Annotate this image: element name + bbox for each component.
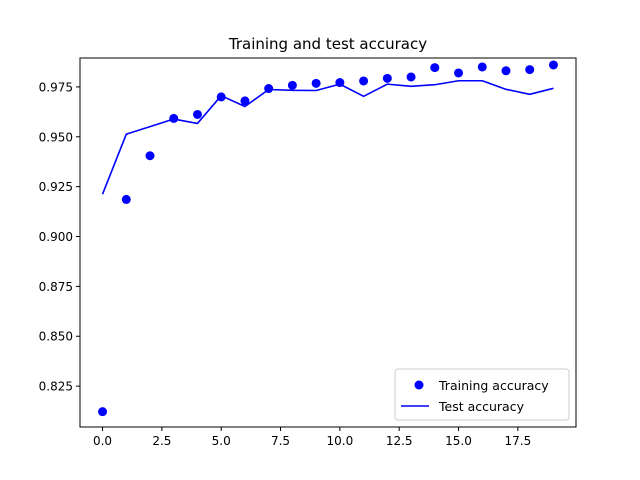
training-accuracy-point bbox=[311, 78, 321, 88]
training-accuracy-point bbox=[98, 407, 108, 417]
training-accuracy-point bbox=[525, 65, 535, 75]
x-tick-label: 10.0 bbox=[327, 434, 354, 448]
x-tick-label: 5.0 bbox=[212, 434, 231, 448]
y-tick-label: 0.825 bbox=[39, 380, 73, 394]
training-accuracy-point bbox=[121, 194, 131, 204]
x-tick-label: 12.5 bbox=[386, 434, 413, 448]
y-tick-label: 0.925 bbox=[39, 180, 73, 194]
training-accuracy-point bbox=[477, 62, 487, 72]
legend-marker-training bbox=[414, 380, 424, 390]
x-tick-label: 17.5 bbox=[504, 434, 531, 448]
axes-frame bbox=[79, 57, 577, 428]
x-axis: 0.0 2.5 5.0 7.5 10.0 12.5 15.0 17.5 bbox=[93, 427, 531, 448]
plot-area bbox=[79, 57, 577, 428]
x-tick-label: 2.5 bbox=[152, 434, 171, 448]
x-tick-label: 7.5 bbox=[271, 434, 290, 448]
legend-box bbox=[394, 368, 570, 421]
training-accuracy-point bbox=[240, 96, 250, 106]
y-tick-label: 0.850 bbox=[39, 330, 73, 344]
training-accuracy-point bbox=[192, 109, 202, 119]
training-accuracy-point bbox=[430, 63, 440, 73]
y-tick-label: 0.975 bbox=[39, 80, 73, 94]
training-accuracy-point bbox=[548, 60, 558, 70]
training-accuracy-point bbox=[454, 68, 464, 78]
y-tick-label: 0.900 bbox=[39, 230, 73, 244]
legend-label-training: Training accuracy bbox=[438, 378, 549, 393]
test-accuracy-line bbox=[101, 79, 554, 195]
y-tick-label: 0.950 bbox=[39, 130, 73, 144]
legend-label-test: Test accuracy bbox=[438, 399, 525, 414]
y-tick-label: 0.875 bbox=[39, 280, 73, 294]
training-accuracy-point bbox=[287, 80, 297, 90]
x-tick-label: 0.0 bbox=[93, 434, 112, 448]
training-accuracy-point bbox=[145, 151, 155, 161]
series-layer bbox=[98, 60, 558, 417]
training-accuracy-point bbox=[359, 76, 369, 86]
training-accuracy-point bbox=[501, 66, 511, 76]
x-tick-label: 15.0 bbox=[445, 434, 472, 448]
y-axis: 0.825 0.850 0.875 0.900 0.925 0.950 0.975 bbox=[39, 80, 80, 394]
chart-title: Training and test accuracy bbox=[228, 35, 427, 53]
legend: Training accuracy Test accuracy bbox=[394, 368, 570, 421]
training-accuracy-point bbox=[406, 72, 416, 82]
training-accuracy-point bbox=[382, 73, 392, 83]
